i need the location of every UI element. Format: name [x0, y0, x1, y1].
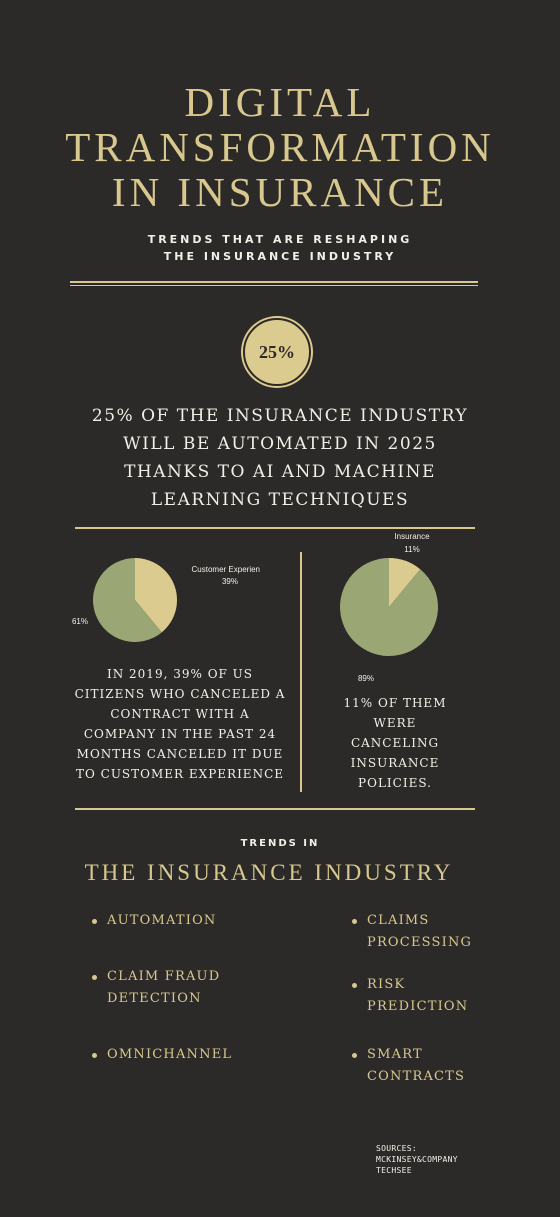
trend-line: PREDICTION [367, 999, 469, 1014]
sources: SOURCES: MCKINSEY&COMPANY TECHSEE [376, 1143, 496, 1176]
trend-line: PROCESSING [367, 935, 473, 950]
pie-slice [135, 558, 177, 633]
subtitle-line: THE INSURANCE INDUSTRY [163, 250, 397, 263]
pie-slice-value-label: 11% [404, 545, 419, 554]
trend-line: RISK [367, 977, 406, 992]
trend-item-risk-prediction: RISK PREDICTION [352, 974, 469, 1018]
automation-stat: 25% OF THE INSURANCE INDUSTRY WILL BE AU… [40, 402, 520, 514]
para-line: TO CUSTOMER EXPERIENCE [75, 767, 285, 781]
column-divider [300, 552, 302, 792]
pie-slice-value-label: 61% [72, 617, 88, 626]
pie-slice-label: Insurance [394, 532, 430, 541]
bullet-icon [92, 975, 97, 980]
para-line: POLICIES. [358, 776, 432, 790]
main-title: DIGITAL TRANSFORMATION IN INSURANCE [0, 80, 560, 215]
header-divider-bottom [70, 285, 478, 286]
stat-line: LEARNING TECHNIQUES [150, 490, 410, 510]
trend-line: OMNICHANNEL [107, 1047, 233, 1062]
title-line: DIGITAL [184, 79, 376, 125]
section-divider-top [75, 527, 475, 529]
trend-line: DETECTION [107, 991, 202, 1006]
trends-title: THE INSURANCE INDUSTRY [84, 860, 454, 885]
para-line: IN 2019, 39% OF US [106, 667, 254, 681]
para-line: CITIZENS WHO CANCELED A [74, 687, 286, 701]
title-line: TRANSFORMATION [65, 124, 495, 170]
stat-line: 25% OF THE INSURANCE INDUSTRY [91, 406, 469, 426]
pie-slice [340, 558, 438, 656]
bullet-icon [352, 1053, 357, 1058]
subtitle-line: TRENDS THAT ARE RESHAPING [147, 233, 413, 246]
para-line: WERE [373, 716, 417, 730]
insurance-canceling-text: 11% OF THEM WERE CANCELING INSURANCE POL… [320, 693, 470, 793]
pie-chart-customer-experience: Customer Experience 39% 61% [72, 558, 260, 642]
pie-slice [389, 558, 421, 607]
trend-item-omnichannel: OMNICHANNEL [92, 1044, 233, 1066]
pie-slice-value-label: 39% [222, 577, 238, 586]
para-line: 11% OF THEM [343, 696, 447, 710]
trend-line: CLAIMS [367, 913, 430, 928]
title-line: IN INSURANCE [111, 169, 449, 215]
trend-line: AUTOMATION [107, 913, 217, 928]
bullet-icon [352, 983, 357, 988]
sources-line: TECHSEE [376, 1166, 412, 1175]
trend-item-claims-processing: CLAIMS PROCESSING [352, 910, 473, 954]
trend-item-automation: AUTOMATION [92, 910, 217, 932]
badge-text: 25% [259, 341, 295, 362]
trend-line: SMART [367, 1047, 423, 1062]
para-line: COMPANY IN THE PAST 24 [83, 727, 277, 741]
percentage-badge: 25% [243, 318, 311, 386]
trends-heading: TRENDS IN [240, 838, 320, 849]
pie-slice-value-label: 89% [358, 674, 374, 683]
subtitle: TRENDS THAT ARE RESHAPING THE INSURANCE … [0, 231, 560, 265]
bullet-icon [92, 1053, 97, 1058]
para-line: MONTHS CANCELED IT DUE [76, 747, 284, 761]
para-line: CANCELING [350, 736, 440, 750]
section-divider-bottom [75, 808, 475, 810]
trend-line: CONTRACTS [367, 1069, 466, 1084]
bullet-icon [92, 919, 97, 924]
trend-line: CLAIM FRAUD [107, 969, 221, 984]
bullet-icon [352, 919, 357, 924]
pie-slice [92, 558, 162, 642]
stat-line: THANKS TO AI AND MACHINE [124, 462, 436, 482]
para-line: CONTRACT WITH A [110, 707, 250, 721]
trend-item-claim-fraud: CLAIM FRAUD DETECTION [92, 966, 221, 1010]
sources-line: SOURCES: [376, 1144, 417, 1153]
pie-chart-insurance: Insurance 11% 89% [340, 532, 438, 683]
header-divider-top [70, 281, 478, 283]
sources-line: MCKINSEY&COMPANY [376, 1155, 458, 1164]
trend-item-smart-contracts: SMART CONTRACTS [352, 1044, 466, 1088]
customer-experience-text: IN 2019, 39% OF US CITIZENS WHO CANCELED… [70, 664, 290, 784]
pie-slice-label: Customer Experience [192, 565, 260, 574]
stat-line: WILL BE AUTOMATED IN 2025 [123, 434, 437, 454]
para-line: INSURANCE [350, 756, 440, 770]
